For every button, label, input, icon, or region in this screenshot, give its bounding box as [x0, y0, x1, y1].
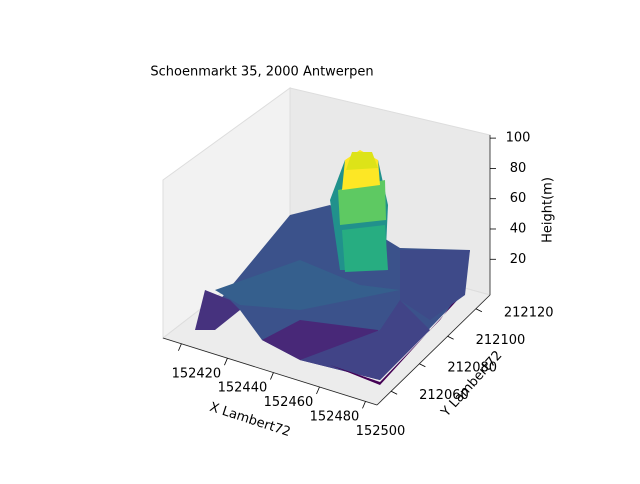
y-tick	[419, 363, 426, 368]
x-tick-label: 152460	[264, 395, 314, 410]
x-tick	[362, 401, 366, 409]
surface	[195, 150, 470, 385]
x-tick	[224, 358, 228, 366]
z-tick-label: 40	[510, 221, 527, 236]
y-tick-label: 212100	[476, 333, 526, 348]
y-tick-label: 212120	[504, 305, 554, 320]
z-axis-label: Height(m)	[541, 177, 556, 243]
y-axis-line	[376, 294, 491, 406]
z-tick-label: 60	[510, 191, 527, 206]
x-axis-line	[162, 337, 378, 406]
x-tick-label: 152480	[310, 409, 360, 424]
z-tick-label: 100	[506, 131, 531, 146]
y-tick-label: 212080	[447, 360, 497, 375]
z-tick-label: 80	[510, 161, 527, 176]
x-tick	[270, 372, 274, 380]
x-tick	[178, 343, 182, 351]
y-tick-label: 212060	[419, 388, 469, 403]
z-tick-label: 20	[510, 252, 527, 267]
x-tick	[316, 386, 320, 395]
x-tick-label: 152440	[218, 381, 268, 396]
y-tick	[390, 390, 398, 395]
x-tick-label: 152420	[172, 366, 222, 381]
y-tick	[447, 335, 454, 340]
x-tick-label: 152500	[356, 424, 406, 439]
y-axis-label: Y Lambert72	[438, 348, 505, 421]
y-tick	[475, 308, 483, 313]
chart-title: Schoenmarkt 35, 2000 Antwerpen	[150, 65, 373, 80]
